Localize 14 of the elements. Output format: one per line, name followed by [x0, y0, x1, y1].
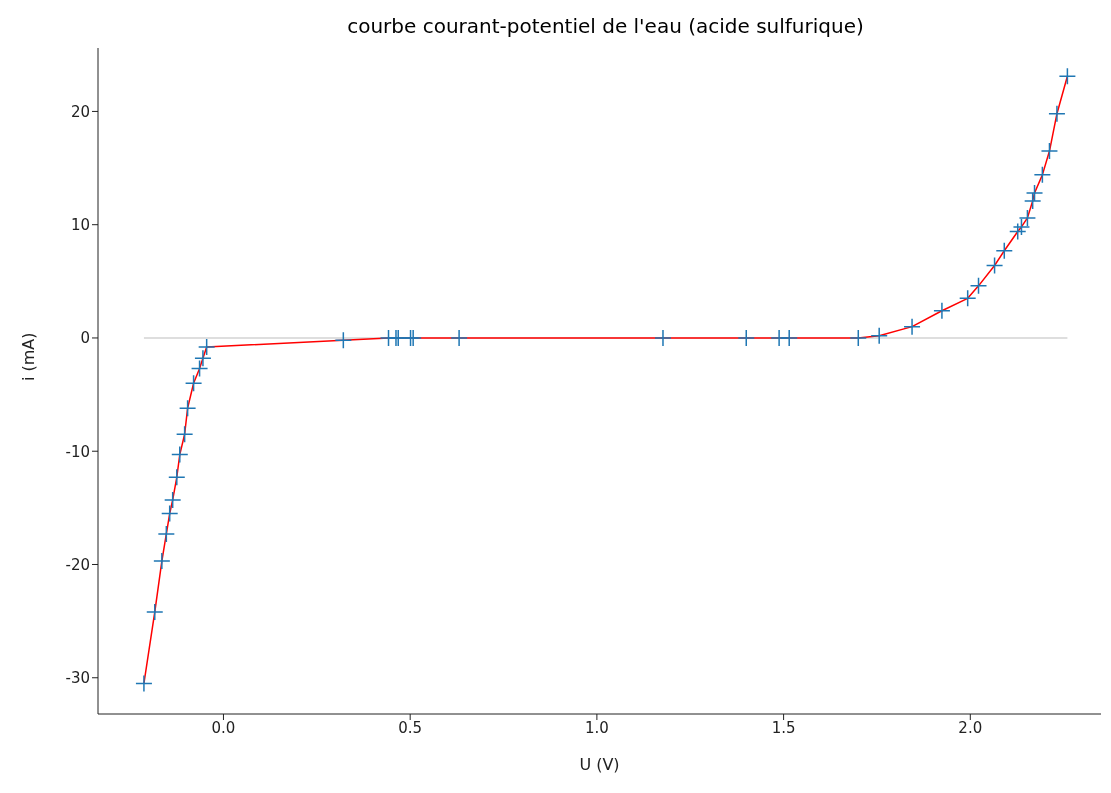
y-axis-title: i (mA)	[18, 332, 38, 381]
x-axis-title: U (V)	[579, 755, 620, 774]
y-tick-label: -30	[65, 669, 90, 688]
y-tick-label: 10	[70, 216, 90, 235]
x-tick-label: 1.0	[584, 718, 609, 737]
chart-title: courbe courant-potentiel de l'eau (acide sulfurique)	[346, 13, 865, 40]
x-tick-label: 0.0	[211, 718, 236, 737]
y-tick-label: 0	[80, 329, 90, 348]
x-tick-label: 1.5	[771, 718, 796, 737]
y-tick-label: -20	[65, 555, 90, 574]
y-tick-label: 20	[70, 102, 90, 121]
x-tick-label: 2.0	[958, 718, 983, 737]
x-tick-label: 0.5	[398, 718, 423, 737]
y-tick-label: -10	[65, 442, 90, 461]
